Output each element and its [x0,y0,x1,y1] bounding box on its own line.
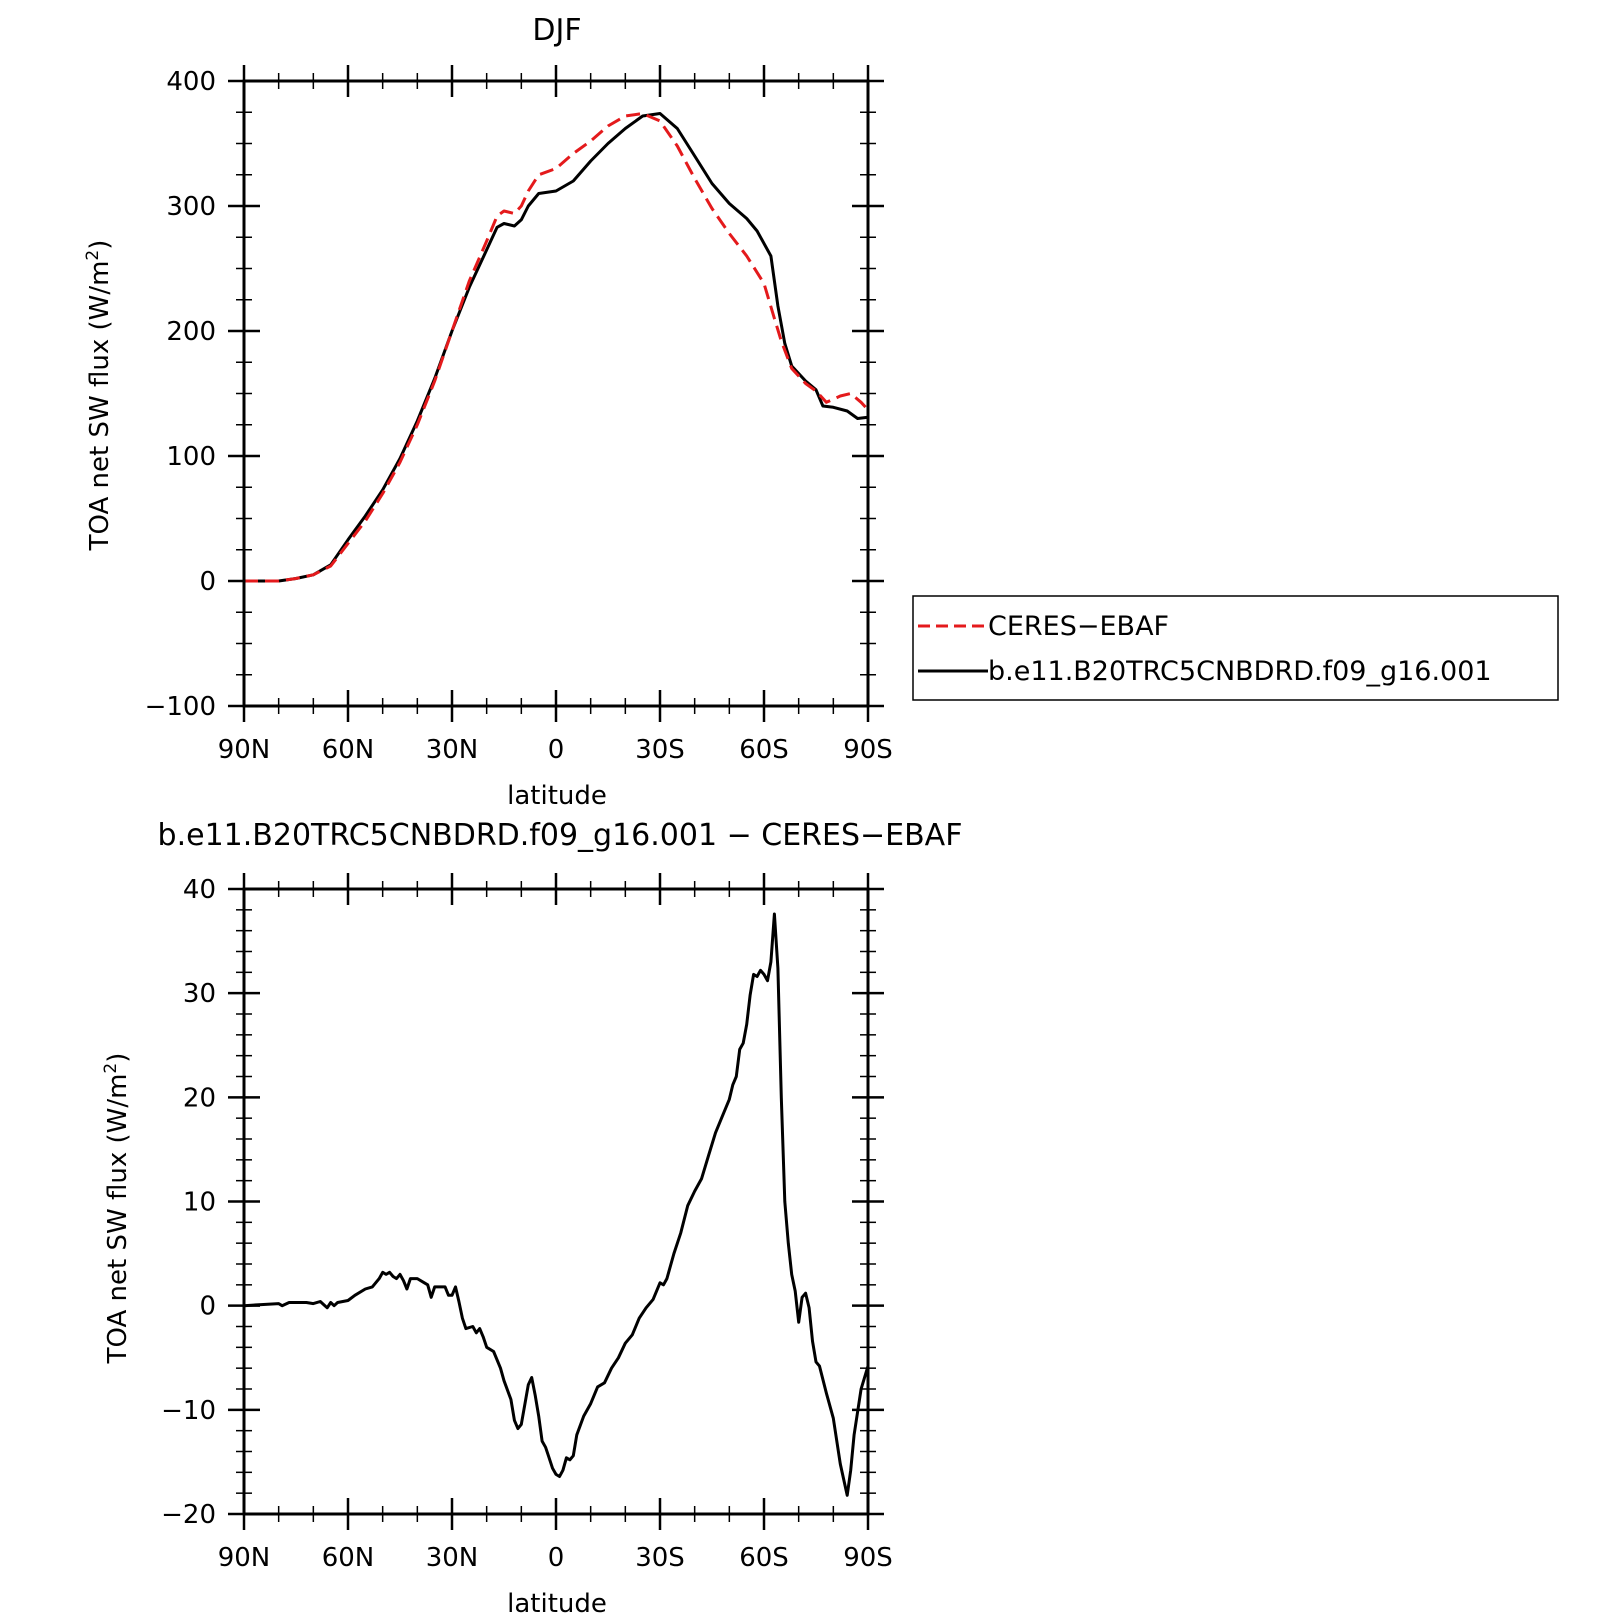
top-x-tick-labels: 90N 60N 30N 0 30S 60S 90S [218,735,893,765]
top-series-lines [244,112,870,583]
top-chart-title: DJF [532,13,581,48]
x-tick-label: 30N [426,1543,479,1573]
series-line-ceres-ebaf [244,112,870,583]
x-tick-label: 60N [322,1543,375,1573]
top-y-axis-label-main: TOA net SW flux (W/m [85,261,115,552]
bottom-panel: b.e11.B20TRC5CNBDRD.f09_g16.001 − CERES−… [101,818,962,1619]
top-y-axis-label-tail: ) [85,240,115,250]
y-tick-label: 30 [183,979,216,1009]
y-tick-label: −100 [145,692,216,722]
top-x-axis-label: latitude [507,781,607,811]
y-tick-label: −20 [161,1500,216,1530]
top-axis-ticks [228,65,884,722]
x-tick-label: 90N [218,1543,271,1573]
x-tick-label: 30N [426,735,479,765]
y-tick-label: 0 [199,567,216,597]
x-tick-label: 0 [548,735,565,765]
bottom-y-axis-label-sup: 2 [101,1063,121,1074]
bottom-chart-title: b.e11.B20TRC5CNBDRD.f09_g16.001 − CERES−… [158,818,963,853]
bottom-y-tick-labels: −20 −10 0 10 20 30 40 [161,875,216,1530]
top-plot-frame [242,79,870,708]
x-tick-label: 60N [322,735,375,765]
y-tick-label: 300 [166,192,216,222]
y-tick-label: 200 [166,317,216,347]
bottom-y-axis-label: TOA net SW flux (W/m2) [101,1053,133,1365]
legend-label-model: b.e11.B20TRC5CNBDRD.f09_g16.001 [988,656,1492,687]
legend-box [912,595,1559,701]
series-line-model [244,112,869,583]
x-tick-label: 90S [843,735,893,765]
x-tick-label: 60S [739,1543,789,1573]
series-line-difference [243,912,870,1497]
top-y-axis-label: TOA net SW flux (W/m2) [83,240,115,552]
bottom-x-tick-labels: 90N 60N 30N 0 30S 60S 90S [218,1543,893,1573]
bottom-plot-frame [242,887,870,1516]
top-y-tick-labels: −100 0 100 200 300 400 [145,67,216,722]
y-tick-label: 400 [166,67,216,97]
y-tick-label: −10 [161,1396,216,1426]
top-y-axis-label-sup: 2 [83,250,103,261]
x-tick-label: 90N [218,735,271,765]
y-tick-label: 20 [183,1083,216,1113]
x-tick-label: 60S [739,735,789,765]
x-tick-label: 90S [843,1543,893,1573]
x-tick-label: 30S [635,735,685,765]
bottom-series-lines [243,912,870,1497]
bottom-y-axis-label-main: TOA net SW flux (W/m [103,1074,133,1365]
y-tick-label: 0 [199,1292,216,1322]
y-tick-label: 100 [166,442,216,472]
y-tick-label: 10 [183,1188,216,1218]
x-tick-label: 30S [635,1543,685,1573]
legend: CERES−EBAF b.e11.B20TRC5CNBDRD.f09_g16.0… [912,595,1559,701]
x-tick-label: 0 [548,1543,565,1573]
y-tick-label: 40 [183,875,216,905]
bottom-x-axis-label: latitude [507,1589,607,1619]
bottom-y-axis-label-tail: ) [103,1053,133,1063]
legend-label-ceres: CERES−EBAF [988,611,1169,642]
